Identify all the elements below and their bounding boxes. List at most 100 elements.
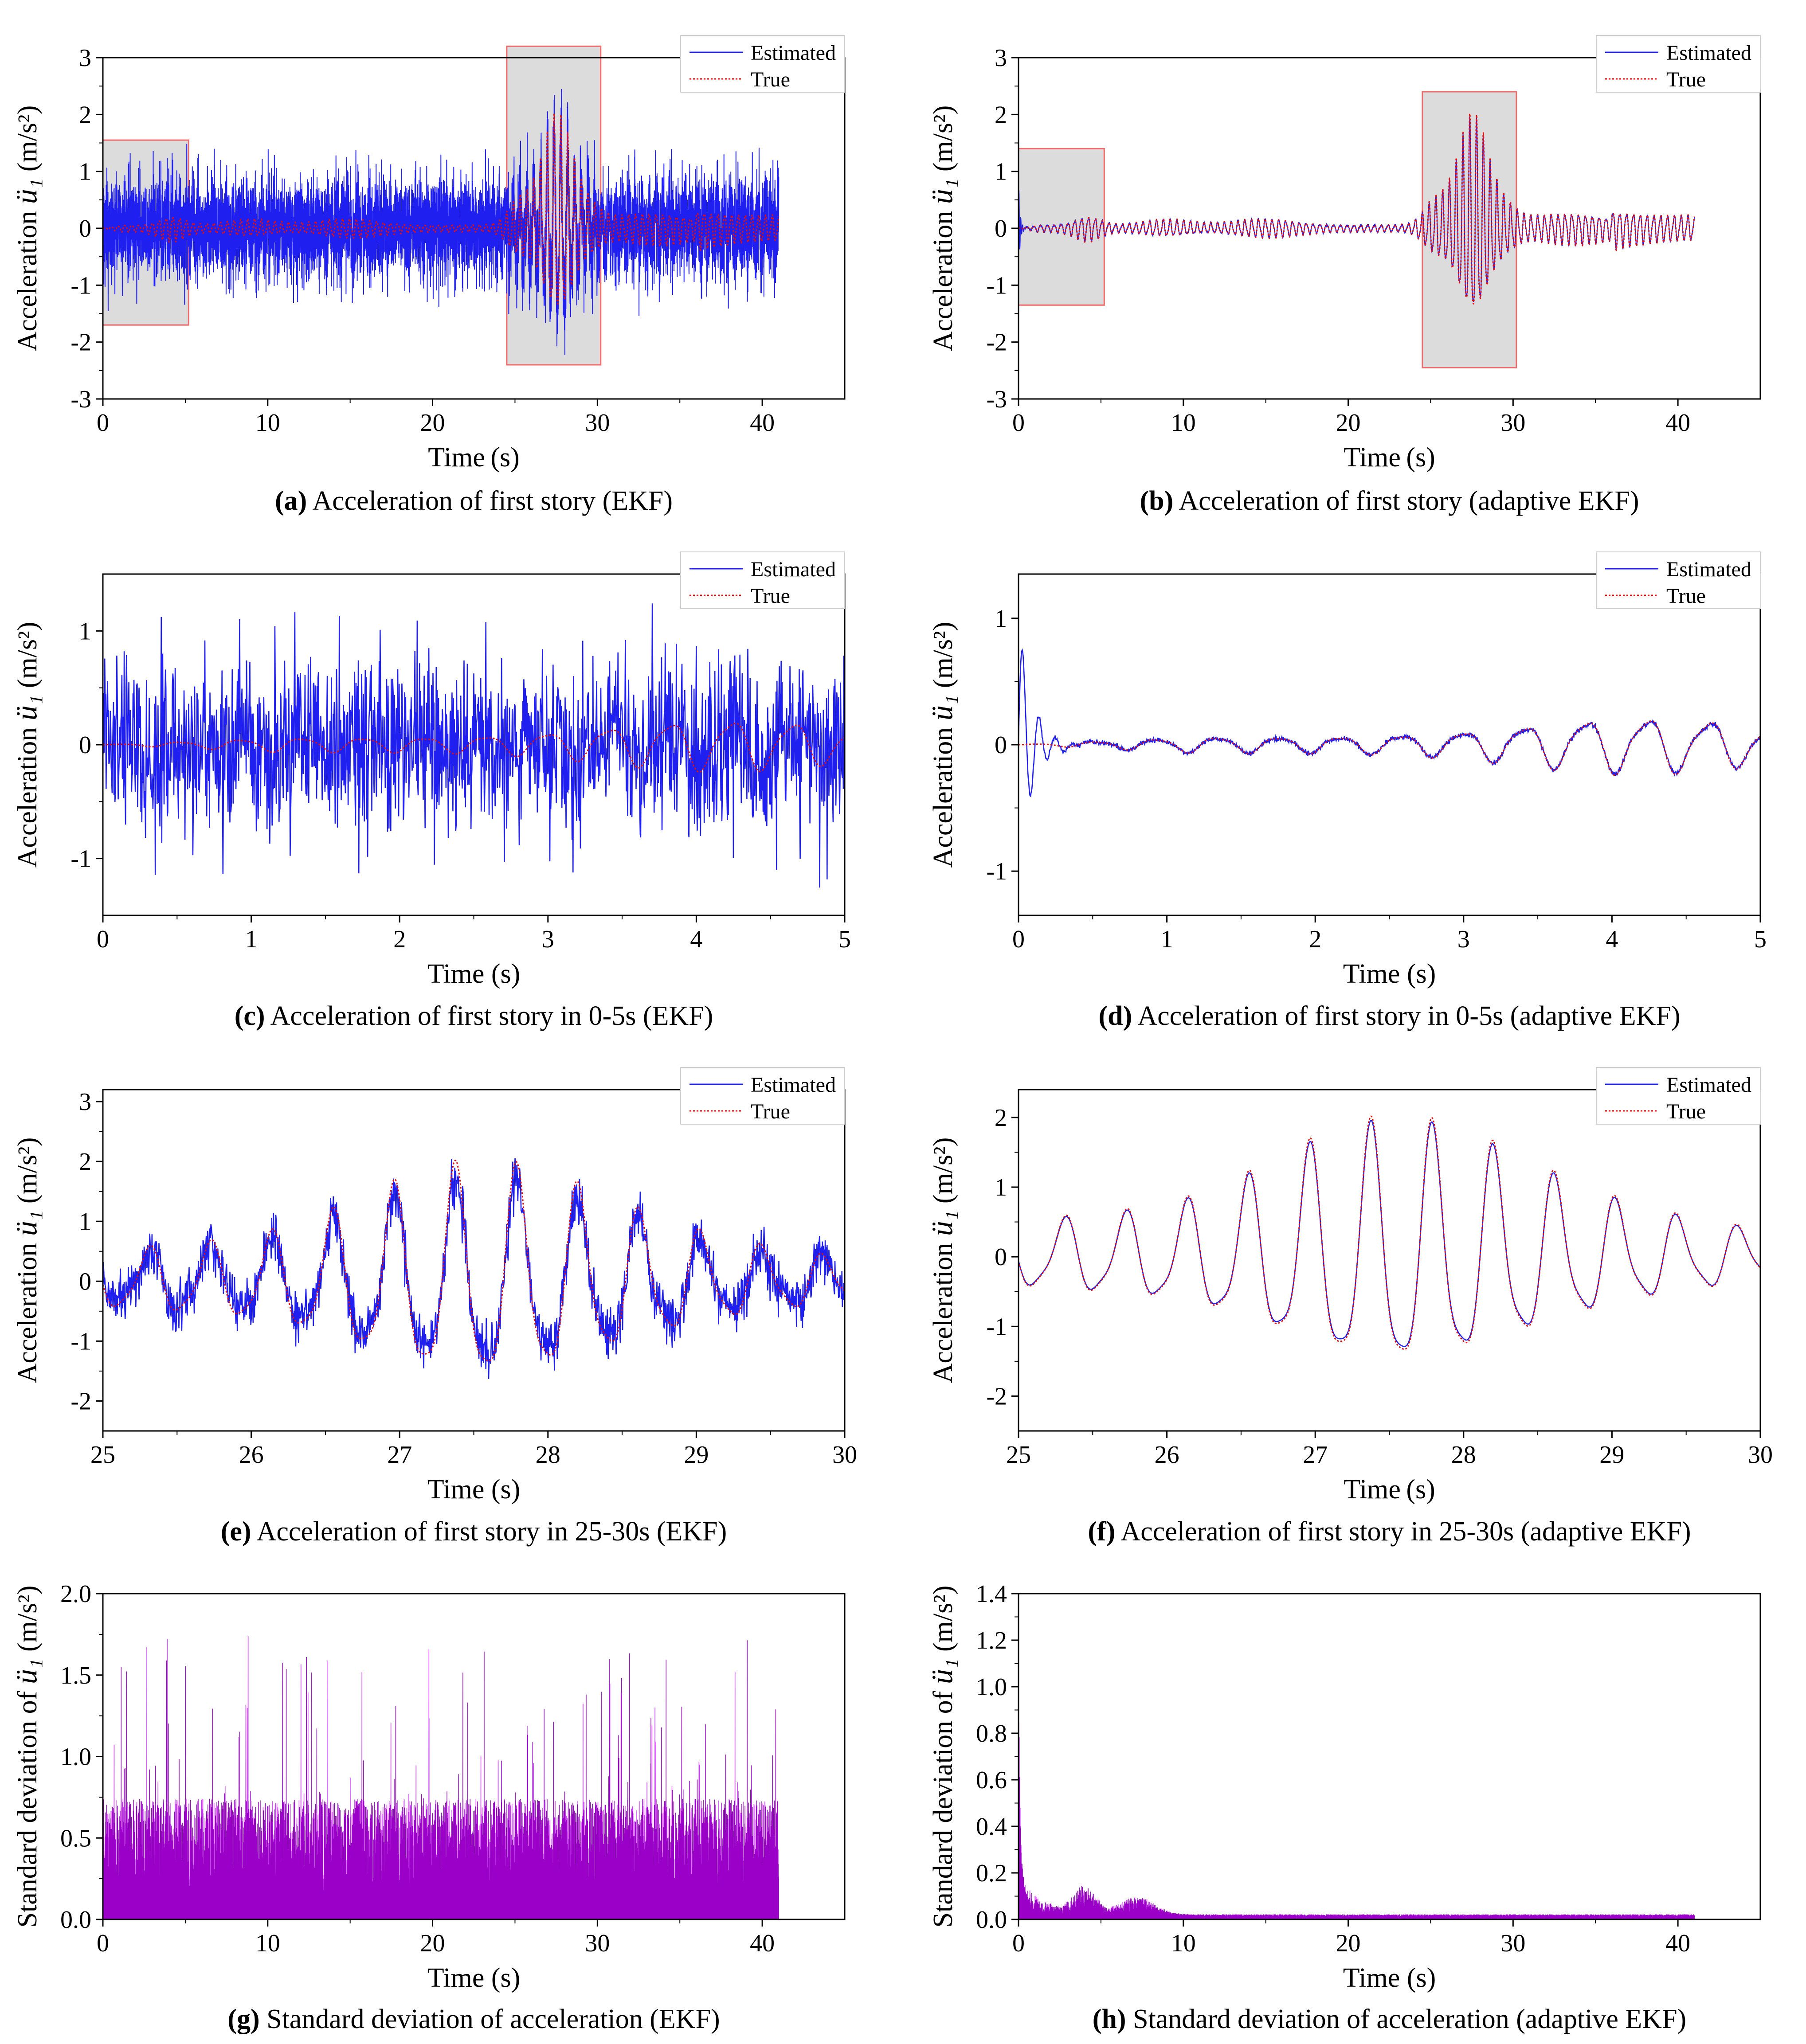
y-tick-label: 0 (79, 731, 91, 759)
plot-area (103, 89, 780, 355)
legend-label-true: True (751, 1100, 790, 1123)
plot-area (1019, 112, 1695, 305)
legend-label-true: True (751, 68, 790, 91)
panel-g: 0 10 20 30 40 0.0 0.5 1.0 1.5 2.0 Time (s) Standard… (9, 1580, 846, 2034)
panel-a: 0 10 20 30 40 -3 -2 -1 0 1 2 3 Time (s) Acceleration … (9, 35, 846, 516)
x-tick-label: 28 (1451, 1441, 1476, 1469)
x-tick-label: 20 (1336, 409, 1361, 437)
plot-area (103, 1158, 845, 1379)
y-tick-label: 0 (995, 731, 1007, 759)
series-estimated (103, 89, 780, 355)
series-estimated (1019, 117, 1695, 302)
series-true (103, 723, 845, 773)
x-tick-label: 28 (536, 1441, 560, 1469)
y-tick-label: 1.4 (976, 1580, 1007, 1608)
x-tick-label: 26 (239, 1441, 264, 1469)
y-tick-label: 1 (995, 158, 1007, 186)
x-tick-label: 0 (97, 409, 109, 437)
legend-label-true: True (1666, 1100, 1706, 1123)
panel-b: 0 10 20 30 40 -3 -2 -1 0 1 2 3 Time (s) Acceleration … (925, 35, 1761, 516)
x-tick-label: 2 (1309, 926, 1321, 953)
series-true (1019, 112, 1695, 305)
series-estimated (1019, 648, 1760, 797)
legend: Estimated True (1596, 1067, 1761, 1125)
x-tick-label: 20 (1336, 1930, 1361, 1957)
x-tick-label: 30 (1500, 1930, 1525, 1957)
y-tick-label: 2 (79, 1148, 91, 1176)
y-tick-label: 2 (995, 101, 1007, 129)
legend-box (1596, 551, 1761, 609)
y-tick-label: 1.0 (976, 1673, 1007, 1701)
x-tick-label: 5 (838, 926, 851, 953)
y-tick-label: 0.6 (976, 1767, 1007, 1794)
y-tick-label: -1 (986, 272, 1007, 299)
x-tick-label: 4 (1606, 926, 1618, 953)
caption-b: (b) Acceleration of first story (adaptiv… (1140, 486, 1639, 516)
panel-c: 0 1 2 3 4 5 -1 0 1 Time (s) Acceleration ü₁ (m/s²)… (9, 551, 851, 1031)
y-tick-label: 1.2 (976, 1627, 1007, 1654)
y-tick-label: 0.0 (976, 1906, 1007, 1934)
legend-label-estimated: Estimated (751, 1073, 836, 1097)
legend: Estimated True (1596, 551, 1761, 609)
y-tick-label: 3 (79, 44, 91, 72)
x-tick-label: 30 (832, 1441, 857, 1469)
series-true (103, 112, 780, 305)
y-tick-label: 1 (79, 158, 91, 186)
y-tick-label: 1.0 (60, 1743, 91, 1771)
x-tick-label: 30 (585, 409, 610, 437)
y-tick-label: 0.2 (976, 1860, 1007, 1887)
y-tick-label: 2 (79, 101, 91, 129)
y-tick-label: 1 (79, 617, 91, 645)
y-tick-label: -1 (71, 272, 91, 299)
legend-label-estimated: Estimated (751, 558, 836, 581)
legend-box (1596, 35, 1761, 93)
series-estimated (103, 603, 845, 888)
y-tick-label: 0.8 (976, 1720, 1007, 1747)
y-tick-label: -2 (986, 1383, 1007, 1410)
x-tick-label: 20 (420, 409, 445, 437)
y-tick-label: 3 (79, 1088, 91, 1116)
axes-frame (1018, 1089, 1761, 1432)
y-tick-label: 0 (995, 1243, 1007, 1271)
x-axis-label: Time (s) (428, 442, 520, 473)
x-tick-label: 27 (387, 1441, 412, 1469)
y-tick-label: 2 (995, 1104, 1007, 1132)
highlight-region-2 (506, 45, 602, 366)
x-tick-label: 3 (542, 926, 554, 953)
x-tick-label: 25 (90, 1441, 115, 1469)
series-estimated (103, 1158, 845, 1379)
x-tick-label: 0 (97, 926, 109, 953)
y-tick-label: -2 (986, 329, 1007, 356)
y-axis-label: Acceleration ü₁ (m/s²) (9, 106, 43, 352)
legend: Estimated True (1596, 35, 1761, 93)
y-tick-label: 1.5 (60, 1662, 91, 1689)
series-std (103, 1636, 779, 1919)
x-tick-label: 40 (1665, 409, 1690, 437)
panel-f: 25 26 27 28 29 30 -2 -1 0 1 2 Time (s) Acceleration … (925, 1067, 1773, 1547)
x-tick-label: 40 (1665, 1930, 1690, 1957)
x-axis-label: Time (s) (427, 1963, 521, 1993)
caption-g: (g) Standard deviation of acceleration (… (227, 2004, 720, 2034)
y-axis-label: Acceleration ü₁ (m/s²) (925, 106, 959, 352)
highlight-region-1 (1018, 148, 1105, 306)
x-tick-label: 1 (245, 926, 258, 953)
y-axis-label: Standard deviation of ü₁ (m/s²) (925, 1586, 959, 1928)
y-axis-label: Acceleration ü₁ (m/s²) (9, 622, 43, 868)
y-axis-label: Acceleration ü₁ (m/s²) (925, 1137, 959, 1384)
series-true (1019, 1115, 1760, 1350)
axes-frame (1018, 1593, 1761, 1920)
y-tick-label: 0 (79, 1268, 91, 1295)
plot-area (1019, 1115, 1760, 1350)
x-tick-label: 29 (684, 1441, 709, 1469)
caption-f: (f) Acceleration of first story in 25-30… (1088, 1516, 1691, 1547)
x-tick-label: 20 (420, 1930, 445, 1957)
y-tick-label: 0.5 (60, 1825, 91, 1852)
x-tick-label: 0 (1012, 926, 1025, 953)
legend-label-true: True (1666, 68, 1706, 91)
y-tick-label: -1 (71, 845, 91, 873)
legend-box (680, 1067, 845, 1125)
legend-box (680, 551, 845, 609)
x-axis-label: Time (s) (427, 959, 521, 989)
y-tick-label: 0 (79, 215, 91, 242)
